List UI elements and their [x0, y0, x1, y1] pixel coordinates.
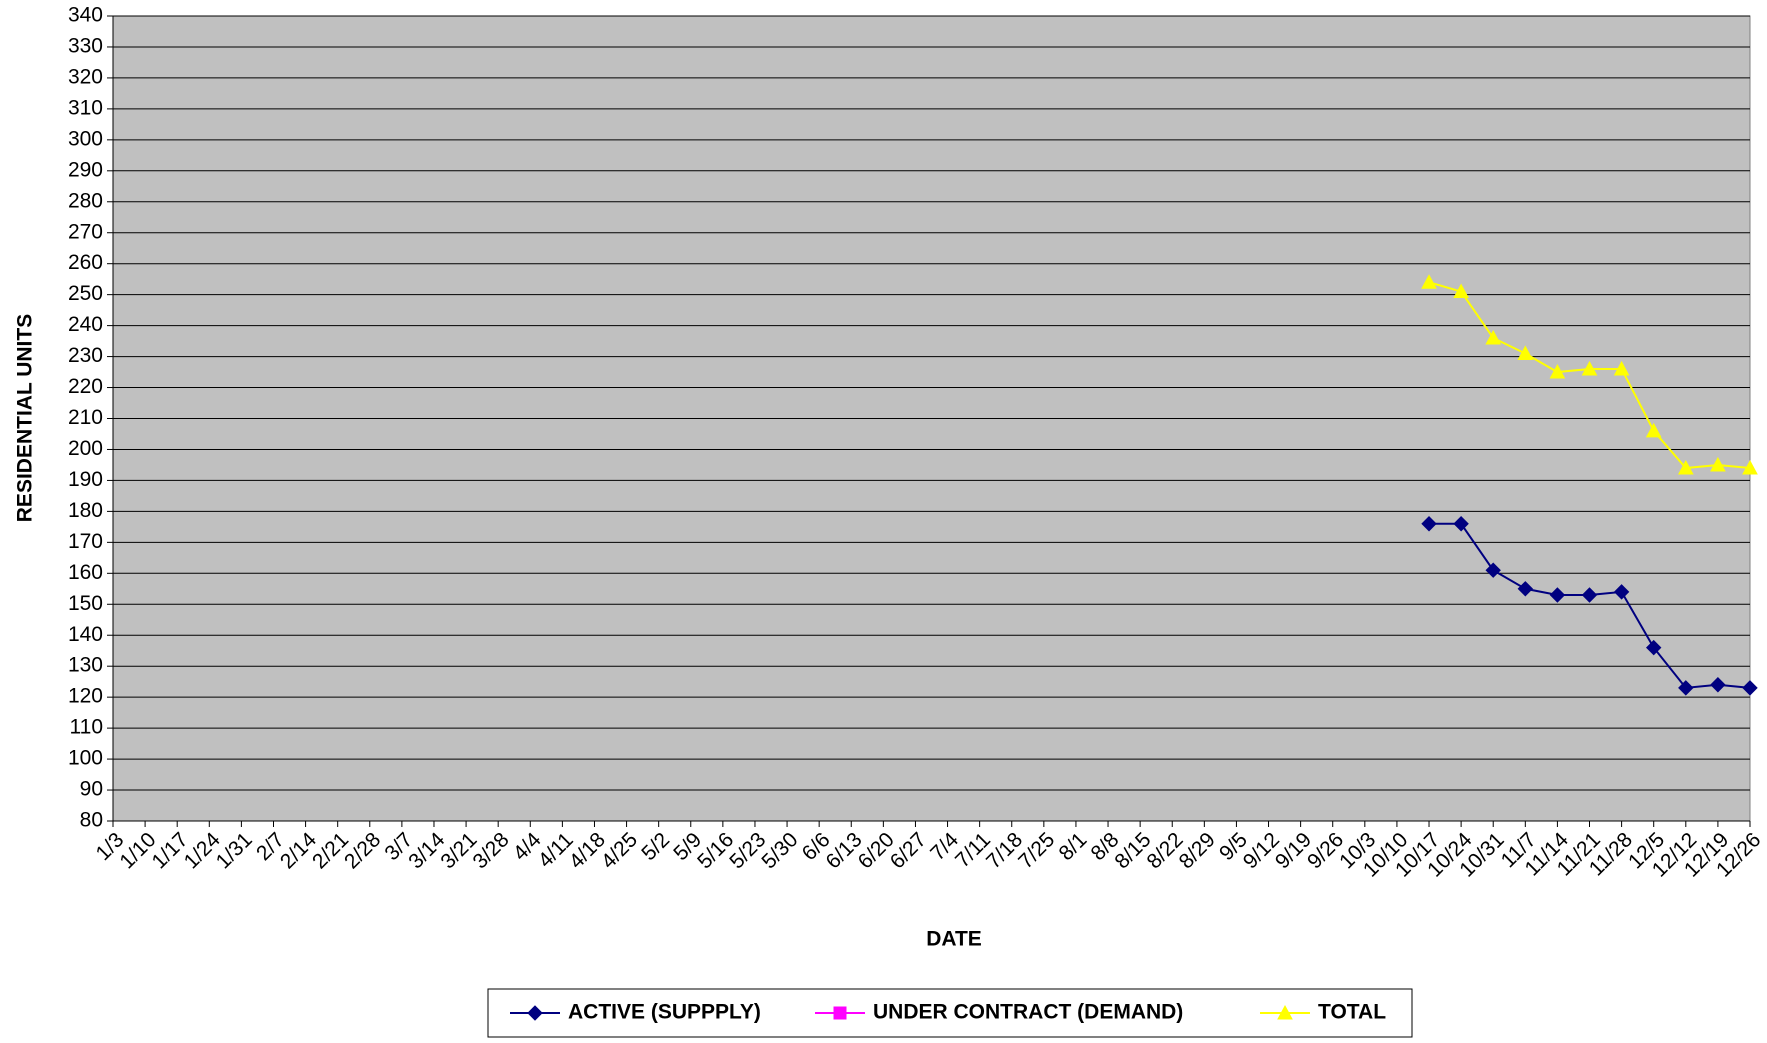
y-tick-label: 280 — [68, 189, 103, 212]
y-tick-label: 270 — [68, 220, 103, 243]
y-tick-label: 80 — [80, 809, 103, 832]
y-tick-label: 230 — [68, 344, 103, 367]
marker — [1485, 329, 1502, 345]
y-tick-label: 220 — [68, 375, 103, 398]
y-tick-label: 190 — [68, 468, 103, 491]
y-tick-label: 330 — [68, 35, 103, 58]
y-tick-label: 320 — [68, 65, 103, 88]
marker — [1517, 581, 1534, 597]
y-tick-label: 240 — [68, 313, 103, 336]
y-tick-label: 260 — [68, 251, 103, 274]
marker — [1549, 364, 1566, 379]
y-tick-label: 290 — [68, 158, 103, 181]
y-tick-label: 210 — [68, 406, 103, 429]
y-axis-label: RESIDENTIAL UNITS — [14, 314, 37, 522]
marker — [1645, 422, 1662, 438]
x-tick-label: 6/27 — [886, 828, 931, 873]
y-tick-label: 90 — [80, 778, 103, 801]
marker — [1453, 516, 1469, 532]
y-tick-label: 130 — [68, 654, 103, 677]
marker — [1677, 459, 1694, 475]
y-tick-label: 170 — [68, 530, 103, 553]
y-tick-label: 120 — [68, 685, 103, 708]
marker — [1613, 584, 1630, 600]
y-tick-label: 250 — [68, 282, 103, 305]
x-tick-label: 5/2 — [637, 828, 674, 865]
marker — [1453, 283, 1469, 299]
marker — [1710, 456, 1726, 472]
legend-label: ACTIVE (SUPPPLY) — [568, 1001, 761, 1024]
marker — [1485, 562, 1501, 578]
marker — [1549, 587, 1566, 603]
marker — [1517, 345, 1534, 360]
y-tick-label: 300 — [68, 127, 103, 150]
legend-label: UNDER CONTRACT (DEMAND) — [873, 1001, 1183, 1024]
x-tick-label: 5/30 — [757, 828, 802, 873]
y-tick-label: 100 — [68, 747, 103, 770]
x-tick-label: 4/25 — [597, 828, 642, 873]
x-tick-label: 1/31 — [212, 828, 257, 873]
legend-label: TOTAL — [1318, 1001, 1386, 1024]
marker — [1581, 587, 1598, 603]
y-tick-label: 310 — [68, 96, 103, 119]
marker — [1581, 360, 1598, 376]
y-tick-label: 110 — [70, 716, 103, 739]
y-tick-label: 160 — [68, 561, 103, 584]
y-tick-label: 200 — [68, 437, 103, 460]
marker — [1742, 680, 1758, 696]
y-tick-label: 340 — [68, 4, 103, 27]
marker — [1613, 360, 1630, 376]
legend — [487, 988, 1413, 1038]
marker — [1742, 459, 1758, 475]
marker — [833, 1006, 847, 1020]
marker — [1277, 1004, 1293, 1020]
marker — [1710, 677, 1726, 693]
y-tick-label: 180 — [68, 499, 103, 522]
x-tick-label: 2/28 — [340, 828, 385, 873]
x-tick-label: 8/1 — [1054, 828, 1091, 865]
marker — [1421, 516, 1437, 532]
x-tick-label: 3/28 — [468, 828, 513, 873]
x-axis-label: DATE — [926, 928, 982, 951]
marker — [1645, 639, 1662, 656]
y-tick-label: 150 — [68, 592, 103, 615]
marker — [1421, 274, 1437, 289]
y-tick-label: 140 — [68, 623, 103, 646]
marker — [1678, 680, 1694, 696]
x-tick-label: 7/25 — [1014, 828, 1059, 873]
marker — [527, 1005, 543, 1021]
x-tick-label: 8/29 — [1175, 828, 1220, 873]
